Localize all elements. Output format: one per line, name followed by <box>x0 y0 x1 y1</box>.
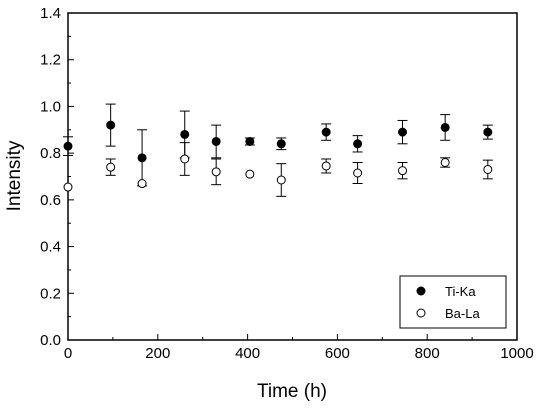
x-tick-label: 400 <box>235 345 260 362</box>
data-point-ba-la <box>398 166 408 176</box>
data-point-ti-ka <box>276 139 286 149</box>
data-point-ti-ka <box>137 153 147 163</box>
y-tick-label: 0.0 <box>40 332 61 349</box>
data-point-ti-ka <box>353 139 363 149</box>
data-point-ti-ka <box>180 129 190 139</box>
x-tick-label: 800 <box>415 345 440 362</box>
data-point-ba-la <box>137 179 147 189</box>
y-tick-label: 0.8 <box>40 145 61 162</box>
y-tick-label: 1.0 <box>40 98 61 115</box>
data-point-ba-la <box>440 157 450 167</box>
legend-marker-ba-la <box>416 308 426 318</box>
legend-marker-ti-ka <box>416 286 426 296</box>
data-point-ti-ka <box>398 127 408 137</box>
data-point-ba-la <box>180 154 190 164</box>
legend-box <box>399 275 507 329</box>
y-tick-label: 0.6 <box>40 192 61 209</box>
x-tick-label: 200 <box>145 345 170 362</box>
data-point-ba-la <box>353 168 363 178</box>
data-point-ti-ka <box>211 136 221 146</box>
data-point-ba-la <box>211 167 221 177</box>
data-point-ba-la <box>245 169 255 179</box>
y-axis-title: Intensity <box>4 140 25 211</box>
x-axis-title: Time (h) <box>257 381 327 402</box>
data-point-ba-la <box>276 175 286 185</box>
data-point-ba-la <box>321 161 331 171</box>
y-tick-label: 1.4 <box>40 5 61 22</box>
data-marks <box>63 103 493 197</box>
legend-label-ba-la: Ba-La <box>445 306 480 321</box>
x-tick-label: 1000 <box>500 345 533 362</box>
data-point-ti-ka <box>63 141 73 151</box>
data-point-ba-la <box>106 162 116 172</box>
data-point-ti-ka <box>483 127 493 137</box>
data-point-ba-la <box>483 164 493 174</box>
tick-marks <box>67 12 518 341</box>
y-tick-label: 0.4 <box>40 239 61 256</box>
data-point-ti-ka <box>321 127 331 137</box>
tick-labels: 0 200 400 600 800 1000 0.0 0.2 0.4 0.6 0.8 1.0 1.2 1.… <box>40 5 534 362</box>
y-tick-label: 1.2 <box>40 52 61 69</box>
x-tick-label: 0 <box>64 345 72 362</box>
data-point-ti-ka <box>106 120 116 130</box>
legend: Ti-Ka Ba-La <box>399 275 507 329</box>
legend-label-ti-ka: Ti-Ka <box>445 284 476 299</box>
data-point-ba-la <box>63 182 73 192</box>
data-point-ti-ka <box>440 122 450 132</box>
x-tick-label: 600 <box>325 345 350 362</box>
y-tick-label: 0.2 <box>40 285 61 302</box>
data-point-ti-ka <box>245 136 255 146</box>
